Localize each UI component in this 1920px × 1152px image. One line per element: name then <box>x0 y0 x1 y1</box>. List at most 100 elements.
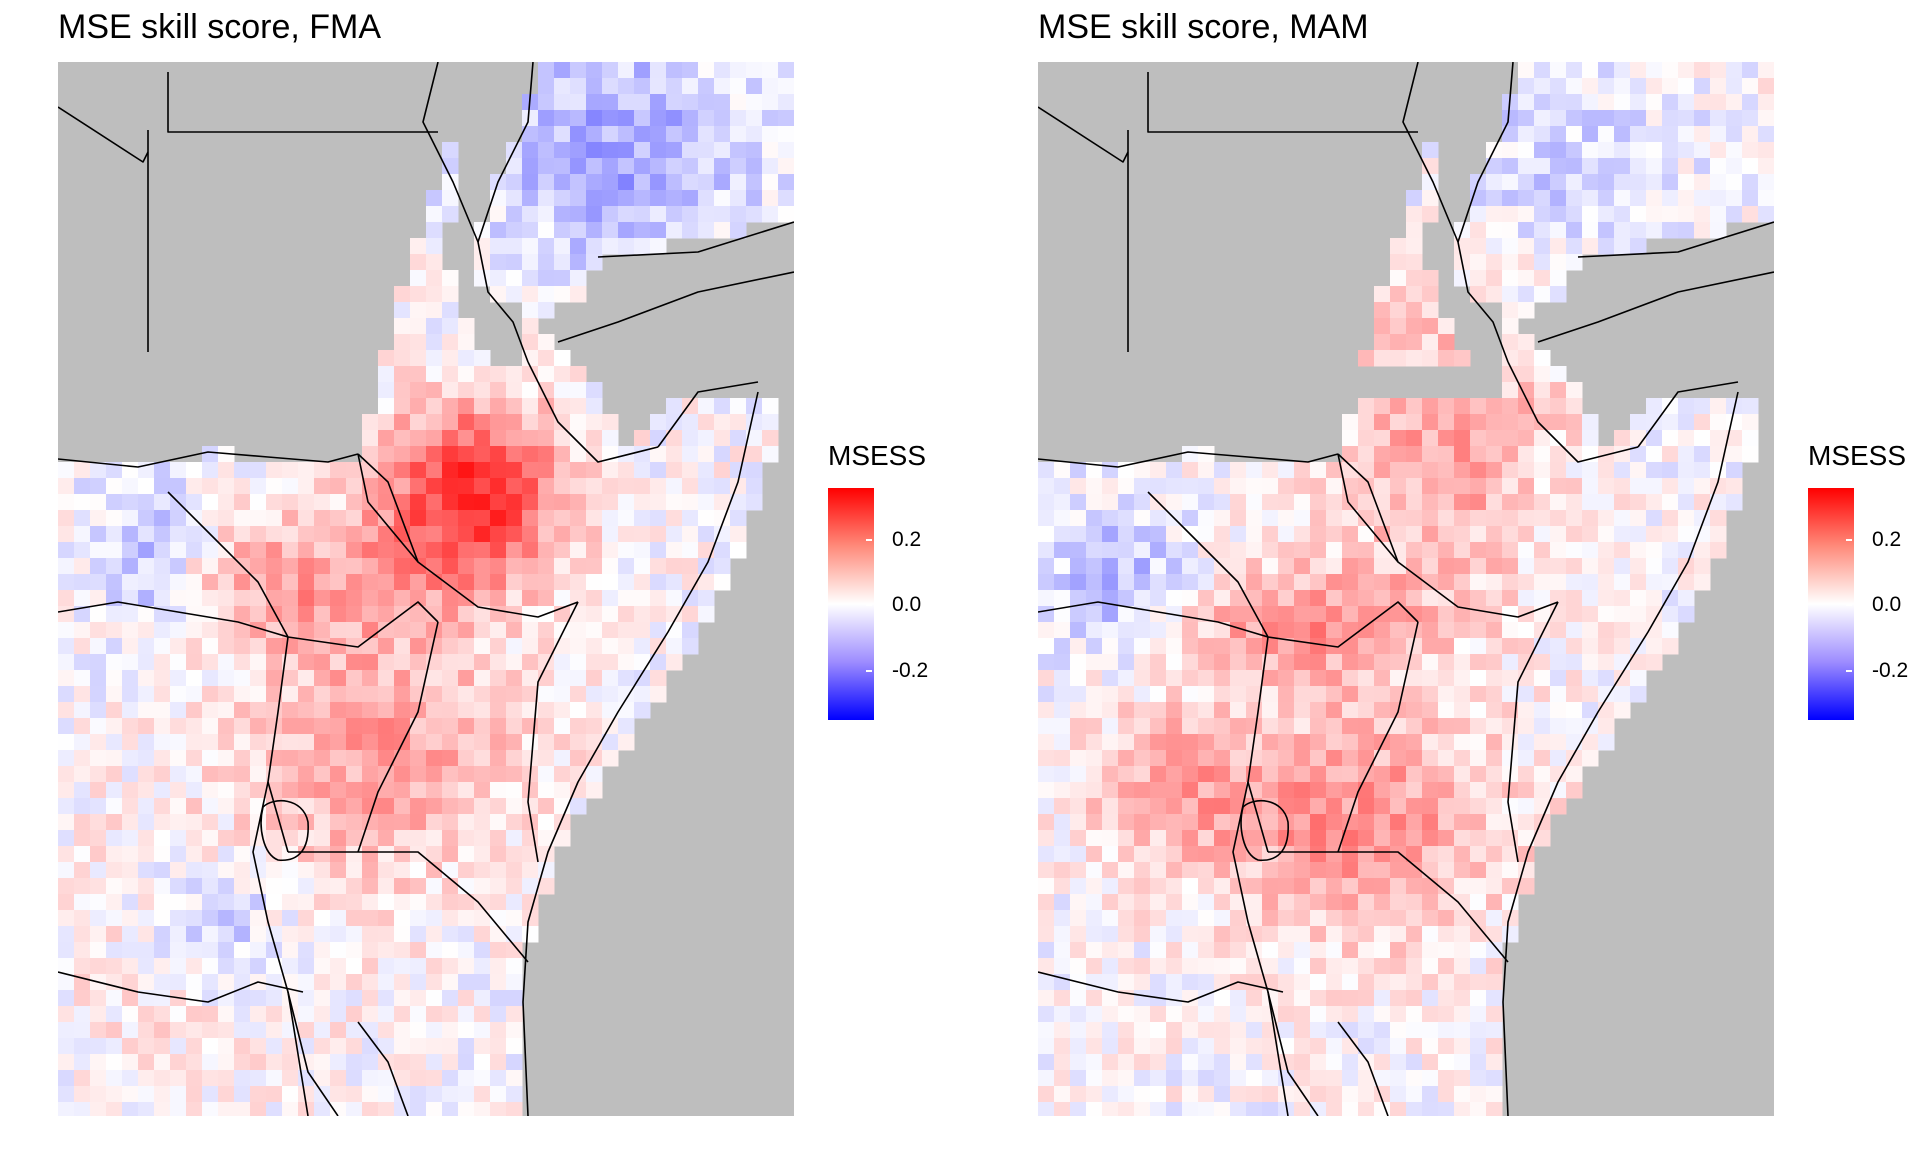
grid-cell <box>1182 798 1199 815</box>
grid-cell <box>154 558 171 575</box>
grid-cell <box>506 238 523 255</box>
grid-cell <box>1054 462 1071 479</box>
grid-cell <box>1294 750 1311 767</box>
grid-cell <box>1294 942 1311 959</box>
grid-cell <box>410 510 427 527</box>
grid-cell <box>762 158 779 175</box>
grid-cell <box>266 638 283 655</box>
grid-cell <box>282 1054 299 1071</box>
grid-cell <box>442 862 459 879</box>
grid-cell <box>410 846 427 863</box>
grid-cell <box>234 1038 251 1055</box>
grid-cell <box>458 558 475 575</box>
grid-cell <box>458 542 475 559</box>
grid-cell <box>1390 734 1407 751</box>
grid-cell <box>1054 1086 1071 1103</box>
grid-cell <box>1486 638 1503 655</box>
grid-cell <box>522 670 539 687</box>
legend-tick <box>1846 670 1852 672</box>
grid-cell <box>1054 654 1071 671</box>
grid-cell <box>1246 830 1263 847</box>
grid-cell <box>1246 750 1263 767</box>
grid-cell <box>1070 1102 1087 1116</box>
grid-cell <box>378 1054 395 1071</box>
grid-cell <box>1278 926 1295 943</box>
grid-cell <box>1038 1006 1055 1023</box>
grid-cell <box>426 206 443 223</box>
grid-cell <box>538 494 555 511</box>
panel-fma: MSE skill score, FMA MSESS 0.2 0.0 -0.2 <box>58 8 928 1116</box>
grid-cell <box>1118 862 1135 879</box>
grid-cell <box>1406 222 1423 239</box>
grid-cell <box>1054 814 1071 831</box>
grid-cell <box>1678 62 1695 79</box>
grid-cell <box>58 974 75 991</box>
grid-cell <box>1646 478 1663 495</box>
grid-cell <box>490 446 507 463</box>
grid-cell <box>442 462 459 479</box>
grid-cell <box>362 942 379 959</box>
grid-cell <box>314 942 331 959</box>
grid-cell <box>1454 830 1471 847</box>
grid-cell <box>1614 222 1631 239</box>
grid-cell <box>1214 990 1231 1007</box>
grid-cell <box>1054 782 1071 799</box>
grid-cell <box>1486 670 1503 687</box>
grid-cell <box>1550 702 1567 719</box>
grid-cell <box>474 750 491 767</box>
grid-cell <box>474 638 491 655</box>
grid-cell <box>250 1054 267 1071</box>
grid-cell <box>202 894 219 911</box>
grid-cell <box>1326 958 1343 975</box>
grid-cell <box>1326 974 1343 991</box>
grid-cell <box>442 910 459 927</box>
grid-cell <box>746 94 763 111</box>
grid-cell <box>90 734 107 751</box>
grid-cell <box>1422 1054 1439 1071</box>
grid-cell <box>122 1086 139 1103</box>
grid-cell <box>394 910 411 927</box>
grid-cell <box>1550 670 1567 687</box>
grid-cell <box>234 814 251 831</box>
grid-cell <box>1246 622 1263 639</box>
grid-cell <box>474 766 491 783</box>
grid-cell <box>1182 462 1199 479</box>
grid-cell <box>1646 574 1663 591</box>
grid-cell <box>378 542 395 559</box>
grid-cell <box>1598 190 1615 207</box>
grid-cell <box>1646 94 1663 111</box>
grid-cell <box>1278 478 1295 495</box>
grid-cell <box>1102 526 1119 543</box>
grid-cell <box>1518 462 1535 479</box>
grid-cell <box>522 526 539 543</box>
grid-cell <box>1326 734 1343 751</box>
grid-cell <box>1390 238 1407 255</box>
grid-cell <box>1342 782 1359 799</box>
grid-cell <box>1374 1006 1391 1023</box>
grid-cell <box>1086 1006 1103 1023</box>
grid-cell <box>698 590 715 607</box>
grid-cell <box>1502 494 1519 511</box>
grid-cell <box>1310 766 1327 783</box>
grid-cell <box>154 494 171 511</box>
grid-cell <box>474 366 491 383</box>
grid-cell <box>1486 622 1503 639</box>
grid-cell <box>714 126 731 143</box>
grid-cell <box>58 782 75 799</box>
grid-cell <box>1470 1054 1487 1071</box>
grid-cell <box>1214 622 1231 639</box>
grid-cell <box>474 1038 491 1055</box>
grid-cell <box>218 830 235 847</box>
grid-cell <box>458 494 475 511</box>
grid-cell <box>474 1006 491 1023</box>
grid-cell <box>1502 718 1519 735</box>
grid-cell <box>138 1054 155 1071</box>
grid-cell <box>1342 542 1359 559</box>
grid-cell <box>1630 542 1647 559</box>
grid-cell <box>1358 958 1375 975</box>
border-line <box>557 271 794 343</box>
grid-cell <box>234 766 251 783</box>
grid-cell <box>1566 126 1583 143</box>
grid-cell <box>1550 526 1567 543</box>
grid-cell <box>1342 558 1359 575</box>
